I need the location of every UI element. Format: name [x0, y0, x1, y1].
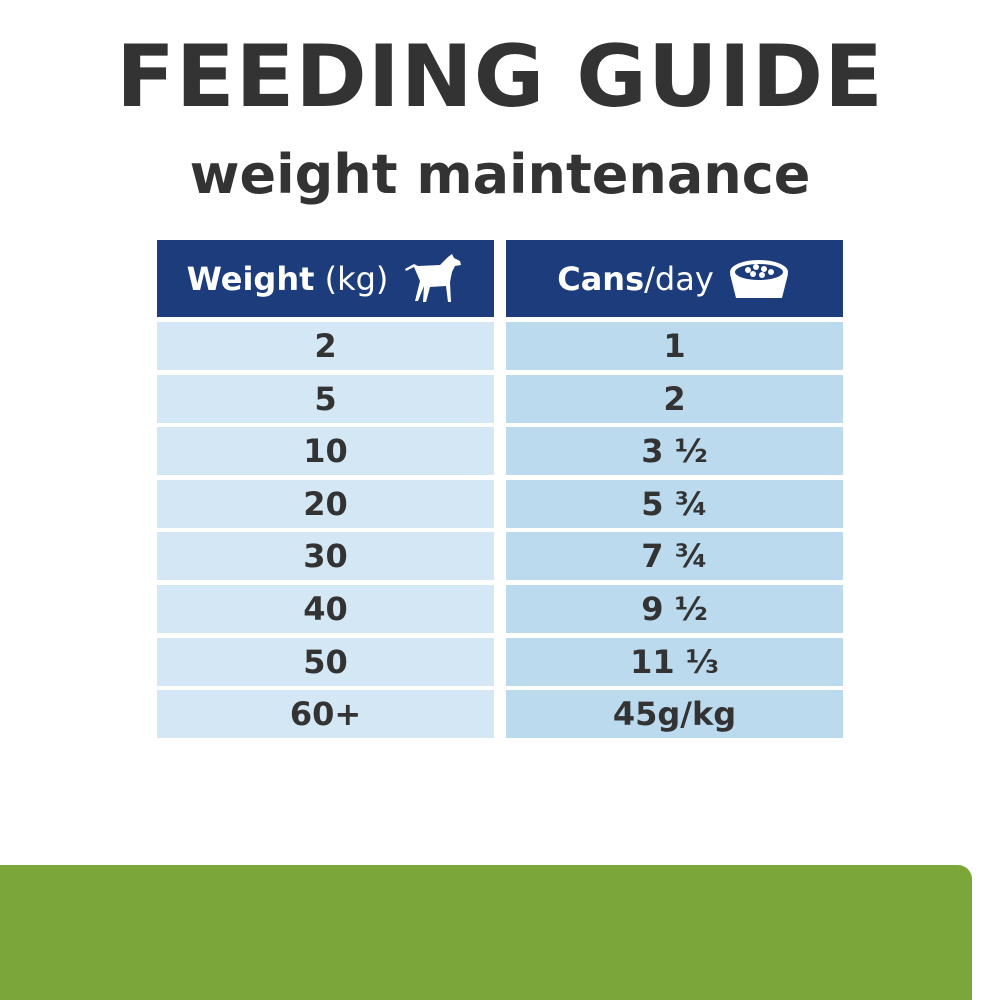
table-cell: 20 — [157, 479, 494, 528]
table-cell: 2 — [506, 374, 843, 423]
header-unit: (kg) — [324, 259, 389, 298]
header-unit: /day — [644, 259, 714, 298]
header-bold: Weight — [186, 259, 315, 298]
dog-icon — [405, 253, 462, 302]
table-cell: 7 ¾ — [506, 532, 843, 581]
table-cell: 5 ¾ — [506, 479, 843, 528]
table-cell: 3 ½ — [506, 427, 843, 476]
table-cell: 60+ — [157, 690, 494, 739]
table-cell: 1 — [506, 322, 843, 370]
table-cell: 2 — [157, 322, 494, 370]
subtitle: weight maintenance — [189, 143, 811, 206]
title: FEEDING GUIDE — [116, 27, 884, 127]
table-cell: 11 ⅓ — [506, 637, 843, 686]
table-cell: 9 ½ — [506, 585, 843, 633]
column-header: Cans/day — [506, 240, 843, 317]
table-cell: 45g/kg — [506, 690, 843, 739]
green-banner — [0, 865, 972, 1000]
bowl-icon — [729, 259, 788, 298]
table-cell: 10 — [157, 427, 494, 476]
table-cell: 40 — [157, 585, 494, 633]
table-cell: 30 — [157, 532, 494, 581]
table-cell: 5 — [157, 374, 494, 423]
header-bold: Cans — [557, 259, 645, 298]
column-header: Weight (kg) — [157, 240, 494, 317]
table-cell: 50 — [157, 637, 494, 686]
